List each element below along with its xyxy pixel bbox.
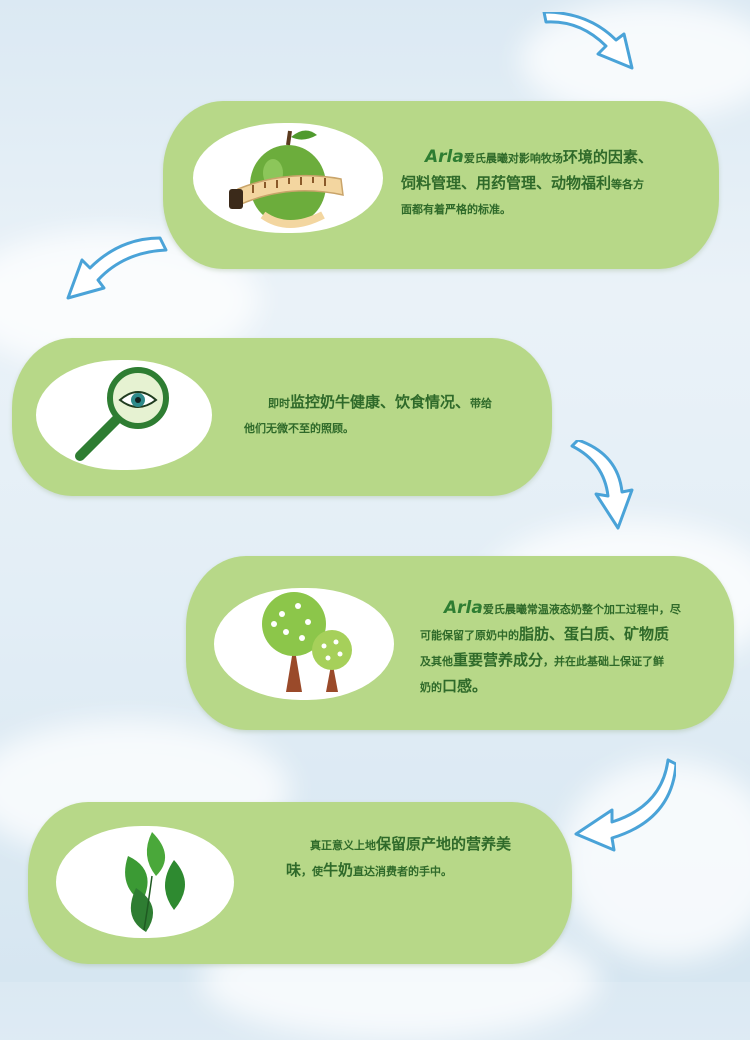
- text-segment: Arla: [425, 147, 464, 167]
- info-card-farm-environment: Arla爱氏晨曦对影响牧场环境的因素、 饲料管理、用药管理、动物福利等各方 面都…: [163, 101, 719, 269]
- text-segment: 爱氏晨曦常温液态奶整个加工过程中，尽: [482, 603, 681, 616]
- card-line: 可能保留了原奶中的脂肪、蛋白质、矿物质: [420, 622, 730, 648]
- card-text: Arla爱氏晨曦对影响牧场环境的因素、 饲料管理、用药管理、动物福利等各方 面都…: [401, 145, 701, 222]
- card-line: 他们无微不至的照顾。: [244, 416, 544, 441]
- text-segment: 牛奶: [323, 861, 354, 879]
- text-segment: 饲料管理、用药管理、动物福利: [401, 174, 612, 192]
- text-segment: 环境的因素、: [562, 148, 653, 166]
- text-segment: 口感。: [442, 677, 488, 695]
- text-segment: Arla: [444, 598, 483, 618]
- info-card-health-monitoring: 即时监控奶牛健康、饮食情况、带给 他们无微不至的照顾。: [12, 338, 552, 496]
- text-segment: 及其他: [420, 655, 453, 668]
- magnifier-eye-icon: [75, 367, 169, 461]
- leaves-icon: [125, 832, 185, 932]
- card-line: 饲料管理、用药管理、动物福利等各方: [401, 171, 701, 197]
- flow-arrow-icon: [568, 440, 638, 532]
- icon-frame: [36, 360, 212, 470]
- apple-measuring-tape-icon: [229, 130, 344, 228]
- text-segment: 可能保留了原奶中的: [420, 629, 519, 642]
- card-line: 奶的口感。: [420, 674, 730, 700]
- card-text: 真正意义上地保留原产地的营养美 味，使牛奶直达消费者的手中。: [286, 832, 556, 884]
- flow-arrow-icon: [540, 12, 640, 74]
- text-segment: ，使: [301, 865, 324, 878]
- info-card-nutrition-retention: Arla爱氏晨曦常温液态奶整个加工过程中，尽 可能保留了原奶中的脂肪、蛋白质、矿…: [186, 556, 734, 730]
- card-line: 及其他重要营养成分，并在此基础上保证了鲜: [420, 648, 730, 674]
- text-segment: 真正意义上地: [310, 839, 376, 852]
- text-segment: 即时: [268, 397, 290, 410]
- card-line: 即时监控奶牛健康、饮食情况、带给: [244, 390, 544, 416]
- text-segment: 保留原产地的营养美: [376, 835, 512, 853]
- text-segment: 监控奶牛健康、饮食情况、: [290, 393, 471, 411]
- icon-frame: [56, 826, 234, 938]
- text-segment: 等各方: [611, 178, 645, 191]
- card-text: 即时监控奶牛健康、饮食情况、带给 他们无微不至的照顾。: [244, 390, 544, 441]
- text-segment: 味: [286, 861, 302, 879]
- card-line: 味，使牛奶直达消费者的手中。: [286, 858, 556, 884]
- trees-icon: [262, 592, 352, 692]
- text-segment: 爱氏晨曦对影响牧场: [463, 152, 563, 165]
- text-segment: 重要营养成分: [453, 651, 544, 669]
- text-segment: 脂肪、蛋白质、矿物质: [519, 625, 670, 643]
- flow-arrow-icon: [572, 758, 676, 854]
- text-segment: 面都有着严格的标准。: [401, 203, 511, 216]
- icon-frame: [214, 588, 394, 700]
- text-segment: 他们无微不至的照顾。: [244, 422, 354, 435]
- icon-frame: [193, 123, 383, 233]
- info-card-origin-nutrition: 真正意义上地保留原产地的营养美 味，使牛奶直达消费者的手中。: [28, 802, 572, 964]
- text-segment: 直达消费者的手中。: [353, 865, 453, 878]
- text-segment: 带给: [470, 397, 493, 410]
- text-segment: ，并在此基础上保证了鲜: [543, 655, 665, 668]
- card-line: 真正意义上地保留原产地的营养美: [286, 832, 556, 858]
- flow-arrow-icon: [60, 232, 168, 304]
- card-line: Arla爱氏晨曦常温液态奶整个加工过程中，尽: [420, 596, 730, 622]
- card-text: Arla爱氏晨曦常温液态奶整个加工过程中，尽 可能保留了原奶中的脂肪、蛋白质、矿…: [420, 596, 730, 700]
- card-line: 面都有着严格的标准。: [401, 197, 701, 222]
- card-line: Arla爱氏晨曦对影响牧场环境的因素、: [401, 145, 701, 171]
- text-segment: 奶的: [420, 681, 442, 694]
